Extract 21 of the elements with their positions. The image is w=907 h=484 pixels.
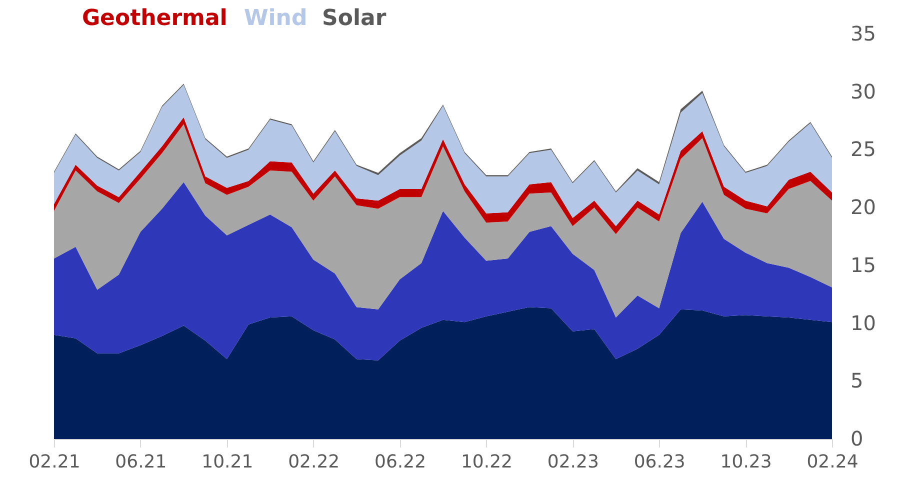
text: Geothermal	[82, 6, 228, 31]
y-tick-label: 10	[850, 310, 876, 335]
y-tick-label: 35	[850, 22, 876, 46]
x-tick-label: 06.21	[115, 452, 167, 472]
x-tick-label: 02.22	[288, 452, 340, 472]
y-tick-label: 30	[850, 79, 876, 104]
y-tick-label: 5	[850, 368, 864, 393]
x-tick-label: 10.21	[202, 452, 254, 472]
text: Wind	[244, 6, 308, 31]
y-tick-label: 25	[850, 137, 876, 162]
x-tick-label: 06.23	[634, 452, 686, 472]
y-tick-label: 15	[850, 252, 876, 277]
x-tick-label: 02.23	[547, 452, 599, 472]
x-tick-label: 06.22	[374, 452, 426, 472]
x-tick-label: 10.23	[720, 452, 772, 472]
x-tick-label: 02.24	[806, 452, 858, 472]
x-tick-label: 02.21	[28, 452, 80, 472]
y-tick-label: 20	[850, 195, 876, 220]
x-tick-label: 10.22	[460, 452, 512, 472]
text: Solar	[322, 6, 386, 31]
y-tick-label: 0	[850, 426, 864, 450]
